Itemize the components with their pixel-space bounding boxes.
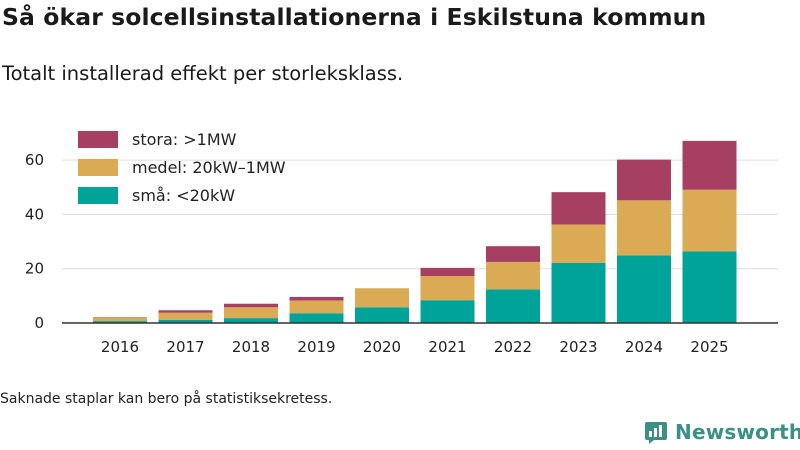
x-tick-label-2020: 2020 [363,338,401,356]
bar-2025-series-0 [682,251,737,323]
y-tick-label-20: 20 [25,260,44,278]
x-tick-label-2022: 2022 [494,338,532,356]
bar-2017-series-0 [158,319,213,323]
bar-2018-series-0 [224,318,278,323]
legend-label-1: medel: 20kW–1MW [132,158,286,177]
legend: stora: >1MW medel: 20kW–1MW små: <20kW [78,130,286,205]
bar-2022-series-1 [486,261,540,290]
y-tick-label-40: 40 [25,205,44,223]
newsworthy-logo: Newsworthy [644,420,800,444]
legend-swatch-0 [78,131,118,148]
x-tick-label-2019: 2019 [297,338,335,356]
x-tick-label-2018: 2018 [232,338,270,356]
x-tick-label-2025: 2025 [690,338,728,356]
stacked-bar-chart: 0 20 40 60 2016 2017 2018 2019 2020 2021 2022 2023… [25,130,778,356]
bar-2023-series-1 [551,224,606,264]
bar-2016-series-1 [93,317,147,322]
legend-label-2: små: <20kW [132,186,235,205]
footnote: Saknade staplar kan bero på statistiksek… [0,391,333,407]
newsworthy-logo-icon [645,422,667,444]
bar-2023-series-2 [551,192,606,225]
bar-2019-series-0 [289,313,344,323]
bar-2019-series-1 [289,300,344,314]
bar-2023-series-0 [551,263,606,323]
legend-label-0: stora: >1MW [132,130,237,149]
chart-title: Så ökar solcellsinstallationerna i Eskil… [2,3,707,31]
x-tick-label-2023: 2023 [559,338,597,356]
bar-2017-series-2 [158,310,213,313]
bar-2020-series-0 [355,307,409,323]
bar-2024-series-0 [617,255,671,323]
bar-2018-series-1 [224,307,278,319]
y-tick-label-60: 60 [25,151,44,169]
y-axis-ticks: 0 20 40 60 [25,151,44,332]
legend-swatch-2 [78,187,118,204]
bar-2025-series-1 [682,189,737,252]
bar-2020-series-1 [355,288,409,308]
bars [93,140,737,323]
bar-2018-series-2 [224,303,278,308]
brand-name: Newsworthy [675,420,800,444]
bar-2017-series-1 [158,312,213,320]
x-tick-label-2021: 2021 [428,338,466,356]
bar-2025-series-2 [682,140,737,190]
x-tick-label-2017: 2017 [166,338,204,356]
legend-swatch-1 [78,159,118,176]
bar-2019-series-2 [289,296,344,301]
y-tick-label-0: 0 [34,314,44,332]
bar-2022-series-0 [486,289,540,323]
bar-2021-series-1 [420,276,475,301]
x-axis-ticks: 2016 2017 2018 2019 2020 2021 2022 2023 2024 2025 [101,338,729,356]
bar-2021-series-2 [420,267,475,277]
chart-subtitle: Totalt installerad effekt per storlekskl… [2,62,404,85]
bar-2016-series-0 [93,321,147,323]
bar-2022-series-2 [486,246,540,262]
bar-2024-series-1 [617,200,671,256]
x-tick-label-2024: 2024 [625,338,663,356]
bar-2021-series-0 [420,300,475,323]
bar-2024-series-2 [617,159,671,201]
x-tick-label-2016: 2016 [101,338,139,356]
